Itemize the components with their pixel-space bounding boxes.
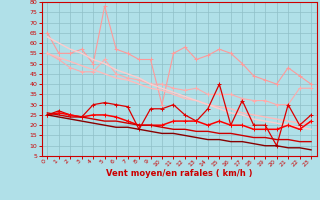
X-axis label: Vent moyen/en rafales ( km/h ): Vent moyen/en rafales ( km/h ) bbox=[106, 169, 252, 178]
